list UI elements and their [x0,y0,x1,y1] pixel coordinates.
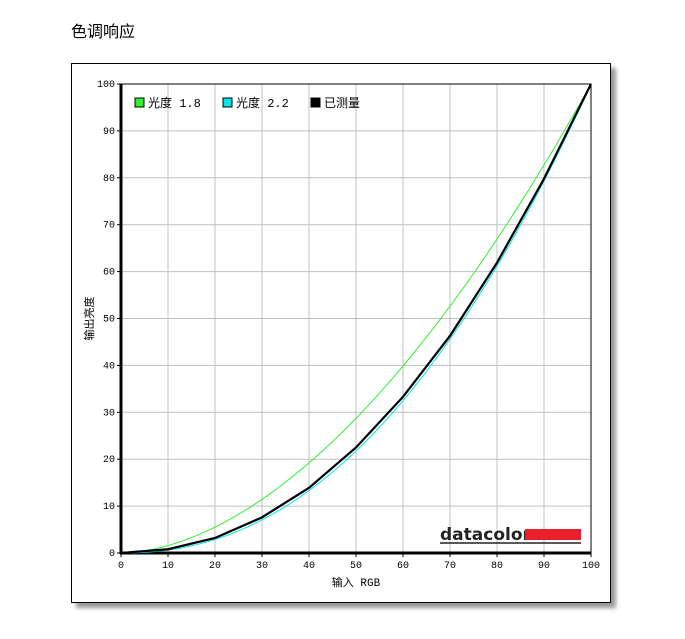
legend-label: 光度 2.2 [236,95,289,111]
y-tick-label: 70 [103,221,115,232]
x-tick-label: 90 [538,561,550,572]
x-tick-label: 20 [209,561,221,572]
series-line [120,83,592,554]
datacolor-logo-bar [525,529,581,540]
y-tick-label: 10 [103,502,115,513]
legend-swatch [134,97,145,108]
x-axis-label: 输入 RGB [332,575,381,590]
legend-swatch [222,97,233,108]
y-tick-label: 60 [103,268,115,279]
legend-label: 光度 1.8 [148,95,201,111]
x-tick-label: 100 [582,561,600,572]
datacolor-logo-text: datacolor [440,525,532,545]
x-tick-label: 10 [162,561,174,572]
x-tick-label: 70 [444,561,456,572]
chart-frame [71,63,611,603]
y-axis-label: 输出亮度 [82,297,97,341]
y-tick-label: 80 [103,174,115,185]
y-tick-label: 90 [103,127,115,138]
x-tick-label: 40 [303,561,315,572]
y-tick-label: 20 [103,455,115,466]
y-tick-label: 100 [97,80,115,91]
y-tick-label: 40 [103,361,115,372]
x-tick-label: 60 [397,561,409,572]
x-tick-label: 80 [491,561,503,572]
series-line [120,83,592,555]
x-tick-label: 50 [350,561,362,572]
x-tick-label: 0 [118,561,124,572]
legend-swatch [310,97,321,108]
legend-label: 已测量 [324,96,360,111]
y-tick-label: 50 [103,315,115,326]
series-line [120,83,592,554]
page-title: 色调响应 [71,22,136,41]
y-tick-label: 30 [103,408,115,419]
y-tick-label: 0 [109,549,115,560]
x-tick-label: 30 [256,561,268,572]
